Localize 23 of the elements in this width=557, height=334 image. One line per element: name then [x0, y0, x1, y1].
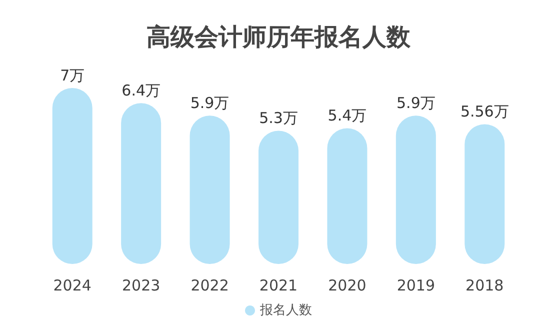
bar — [327, 128, 368, 264]
data-label: 5.9万 — [190, 94, 230, 112]
x-tick-label: 2023 — [122, 276, 160, 294]
x-tick-label: 2020 — [328, 276, 366, 294]
x-tick-label: 2018 — [466, 276, 504, 294]
x-tick-label: 2021 — [259, 276, 298, 294]
data-label: 5.56万 — [460, 102, 509, 121]
bar — [464, 124, 505, 264]
x-tick-label: 2022 — [190, 276, 229, 294]
bar — [190, 116, 230, 264]
data-label: 7万 — [60, 66, 85, 84]
x-tick-label: 2024 — [53, 276, 92, 294]
data-label: 5.9万 — [396, 94, 436, 112]
bar — [52, 88, 92, 264]
data-label: 5.3万 — [259, 109, 298, 128]
legend-label: 报名人数 — [259, 303, 312, 318]
bar — [396, 116, 436, 264]
bar — [258, 130, 298, 264]
x-tick-label: 2019 — [396, 276, 436, 294]
bar — [121, 103, 162, 264]
data-label: 5.4万 — [328, 106, 367, 125]
data-label: 6.4万 — [122, 82, 160, 100]
chart-title: 高级会计师历年报名人数 — [146, 23, 412, 51]
